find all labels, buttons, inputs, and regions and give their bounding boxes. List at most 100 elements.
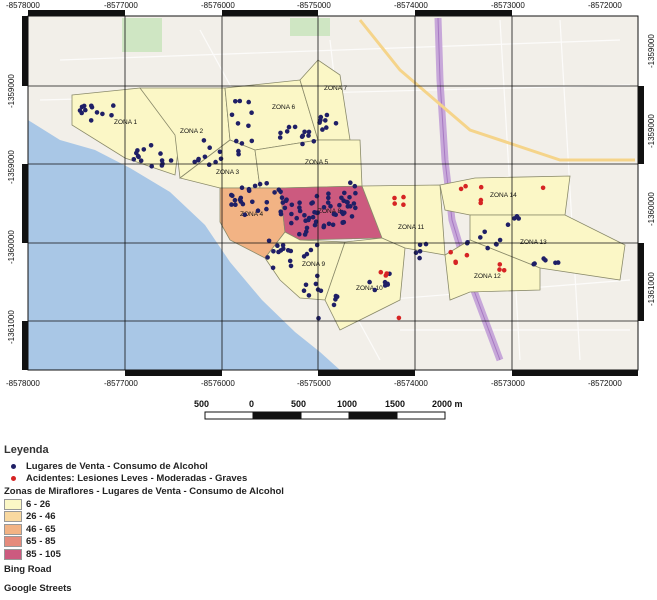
x-tick-bottom: -8574000 — [394, 379, 428, 388]
zone-label: ZONA 11 — [398, 224, 425, 231]
zone-label: ZONA 8 — [318, 208, 342, 215]
venue-point — [505, 222, 511, 227]
venue-point — [330, 222, 336, 228]
legend-class-item: 65 - 85 — [4, 536, 644, 549]
venue-point — [237, 197, 243, 203]
venue-point — [141, 147, 147, 152]
venue-point — [353, 205, 358, 211]
zone-11[interactable] — [361, 184, 446, 256]
y-tick-left: -1361000 — [7, 310, 16, 344]
venue-point — [109, 113, 114, 118]
venue-point — [278, 211, 284, 217]
venue-point — [240, 201, 246, 207]
venue-point — [264, 181, 270, 186]
venue-point — [278, 248, 284, 253]
venue-point — [347, 195, 352, 200]
venue-point — [286, 124, 292, 130]
venue-point — [239, 141, 245, 146]
accident-point — [383, 273, 389, 278]
venue-point — [353, 190, 358, 196]
zone-label: ZONA 6 — [272, 104, 296, 111]
x-tick-bottom: -8572000 — [588, 379, 622, 388]
venue-point — [326, 195, 331, 201]
venue-point — [333, 121, 339, 126]
frame-bars — [22, 10, 644, 376]
venue-point — [417, 255, 422, 261]
y-tick-left: -1360000 — [7, 230, 16, 264]
zone-label: ZONA 10 — [356, 285, 383, 292]
legend-layer-bing: Bing Road — [4, 563, 52, 575]
accident-point — [392, 201, 398, 206]
x-tick-top: -8575000 — [297, 1, 331, 10]
venue-point — [326, 191, 331, 196]
venue-point — [266, 238, 272, 244]
scale-label: 1500 — [385, 399, 405, 409]
zone-7[interactable] — [299, 59, 351, 141]
venue-point — [202, 154, 208, 160]
venue-point — [149, 164, 154, 169]
legend-class-label: 65 - 85 — [26, 536, 56, 548]
zone-label: ZONA 12 — [474, 273, 501, 280]
legend-class-item: 85 - 105 — [4, 548, 644, 561]
x-tick-bottom: -8573000 — [491, 379, 525, 388]
venue-point — [555, 260, 561, 265]
venue-point — [333, 293, 339, 299]
venue-point — [294, 215, 300, 221]
graticule — [28, 16, 638, 370]
venue-point — [196, 156, 201, 162]
venue-point — [276, 187, 282, 192]
scale-bar: 500 0 500 1000 1500 2000 m — [194, 399, 463, 420]
venue-point — [340, 220, 346, 225]
accident-point — [448, 249, 454, 255]
x-tick-top: -8576000 — [201, 1, 235, 10]
x-tick-bottom: -8578000 — [6, 379, 40, 388]
accident-point — [458, 186, 464, 192]
venue-point — [135, 148, 140, 153]
venue-point — [272, 190, 277, 195]
venue-point — [217, 149, 223, 155]
class-swatch-icon — [4, 548, 22, 560]
venue-point — [246, 188, 252, 194]
sea-area — [28, 120, 340, 370]
y-tick-right: -1359000 — [647, 34, 656, 68]
class-swatch-icon — [4, 498, 22, 510]
accident-point — [464, 252, 470, 258]
y-tick-right: -1360000 — [647, 192, 656, 226]
class-swatch-icon — [4, 523, 22, 535]
venue-point — [423, 241, 429, 247]
venue-point — [339, 195, 344, 201]
venue-point — [326, 221, 332, 227]
y-tick-right: -1361000 — [647, 272, 656, 306]
venue-point — [282, 205, 288, 211]
x-tick-top: -8577000 — [104, 1, 138, 10]
legend-class-item: 46 - 65 — [4, 523, 644, 536]
venue-point — [237, 98, 243, 104]
legend-item-accident: Acidentes: Lesiones Leves - Moderadas - … — [4, 473, 644, 486]
accident-point — [401, 202, 406, 207]
legend-class-label: 85 - 105 — [26, 548, 61, 560]
venue-point — [288, 248, 294, 254]
venue-point — [270, 265, 276, 271]
legend-class-item: 6 - 26 — [4, 498, 644, 511]
venue-point — [321, 205, 327, 210]
accident-points-layer — [378, 183, 546, 321]
venue-point — [302, 232, 308, 237]
venue-point — [264, 200, 270, 205]
zone-label: ZONA 7 — [324, 85, 348, 92]
accident-point — [378, 269, 384, 275]
venue-point — [311, 139, 317, 144]
zone-label: ZONA 1 — [114, 119, 138, 126]
venue-point — [352, 183, 358, 189]
venue-point — [201, 138, 207, 143]
venue-point — [168, 158, 174, 163]
venue-point — [207, 145, 212, 150]
venue-point — [246, 99, 251, 105]
venue-point — [310, 214, 316, 220]
venue-point — [315, 273, 320, 279]
venue-point — [246, 123, 251, 129]
venue-point — [255, 208, 261, 213]
map-canvas[interactable]: ZONA 1 ZONA 2 ZONA 3 ZONA 4 ZONA 5 ZONA … — [22, 10, 644, 376]
venue-point — [417, 242, 423, 248]
venue-point — [79, 104, 85, 110]
venue-point — [275, 243, 280, 248]
